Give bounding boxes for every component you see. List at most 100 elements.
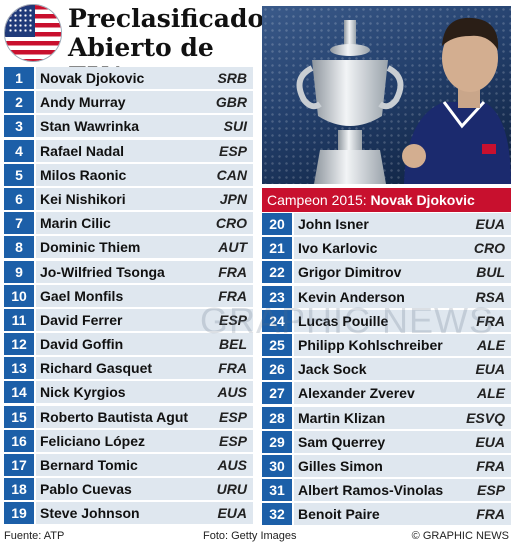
seed-number: 14 — [4, 381, 34, 404]
seed-number: 32 — [262, 503, 292, 526]
player-name: Bernard Tomic AUS — [36, 454, 253, 476]
player-name: Kevin Anderson RSA — [294, 285, 511, 308]
champion-photo — [262, 6, 511, 184]
player-name: Sam Querrey EUA — [294, 430, 511, 453]
player-name-text: Jack Sock — [298, 361, 367, 378]
player-name: Philipp Kohlschreiber ALE — [294, 333, 511, 356]
page-title: Preclasificados Abierto de EUA — [68, 4, 278, 91]
player-country: FRA — [218, 360, 247, 377]
player-name: Novak Djokovic SRB — [36, 67, 253, 89]
seed-number: 16 — [4, 429, 34, 452]
seed-list-left: 1 Novak Djokovic SRB 2 Andy Murray GBR 3 Stan W… — [4, 67, 253, 527]
player-country: AUS — [217, 457, 247, 473]
seed-number: 13 — [4, 357, 34, 380]
usa-flag-icon — [4, 4, 62, 62]
player-name-text: Rafael Nadal — [40, 142, 125, 159]
seed-row: 7 Marin Cilic CRO — [4, 212, 253, 235]
champion-caption: Campeon 2015: Novak Djokovic — [262, 188, 511, 212]
seed-number: 21 — [262, 237, 292, 260]
player-name-text: Stan Wawrinka — [40, 118, 140, 135]
player-name-text: Roberto Bautista Agut — [40, 408, 189, 425]
player-country: ESVQ — [466, 409, 505, 426]
player-name: Albert Ramos-Vinolas ESP — [294, 479, 511, 502]
seed-row: 10 Gael Monfils FRA — [4, 284, 253, 307]
seed-row: 8 Dominic Thiem AUT — [4, 236, 253, 259]
seed-row: 28 Martin Klizan ESVQ — [262, 406, 511, 429]
player-country: FRA — [218, 263, 247, 280]
player-country: ALE — [477, 336, 505, 353]
player-name: Ivo Karlovic CRO — [294, 237, 511, 260]
seed-row: 3 Stan Wawrinka SUI — [4, 115, 253, 138]
player-name-text: Dominic Thiem — [40, 239, 141, 256]
player-name: Nick Kyrgios AUS — [36, 381, 253, 404]
player-name-text: Benoit Paire — [298, 506, 380, 523]
player-name-text: Philipp Kohlschreiber — [298, 336, 443, 353]
player-name: Jo-Wilfried Tsonga FRA — [36, 260, 253, 283]
player-country: ESP — [218, 408, 247, 425]
photo-credit: Foto: Getty Images — [203, 530, 297, 542]
player-name: Roberto Bautista Agut ESP — [36, 405, 253, 428]
seed-number: 6 — [4, 187, 34, 210]
seed-row: 14 Nick Kyrgios AUS — [4, 381, 253, 404]
player-name: Marin Cilic CRO — [36, 212, 253, 235]
seed-number: 11 — [4, 308, 34, 331]
seed-list-right: 20 John Isner EUA 21 Ivo Karlovic CRO 22 Grigor… — [262, 213, 511, 527]
player-country: RSA — [475, 288, 505, 305]
trophy-icon — [296, 20, 404, 184]
player-name: David Ferrer ESP — [36, 308, 253, 331]
seed-row: 29 Sam Querrey EUA — [262, 430, 511, 453]
player-country: FRA — [476, 506, 505, 523]
player-name: Pablo Cuevas URU — [36, 478, 253, 501]
source-note: Fuente: ATP — [4, 530, 65, 542]
seed-row: 27 Alexander Zverev ALE — [262, 382, 511, 405]
player-name-text: Kevin Anderson — [298, 288, 405, 305]
player-country: CRO — [473, 240, 505, 257]
seed-row: 19 Steve Johnson EUA — [4, 502, 253, 525]
seed-row: 26 Jack Sock EUA — [262, 358, 511, 381]
player-name-text: Milos Raonic — [40, 166, 127, 183]
player-name: John Isner EUA — [294, 213, 511, 235]
seed-row: 5 Milos Raonic CAN — [4, 163, 253, 186]
player-country: ESP — [476, 482, 505, 499]
player-country: FRA — [218, 287, 247, 304]
player-country: FRA — [476, 312, 505, 329]
caption-champion: Novak Djokovic — [370, 192, 475, 208]
player-name: Stan Wawrinka SUI — [36, 115, 253, 138]
player-country: GBR — [215, 94, 247, 111]
seed-number: 22 — [262, 261, 292, 284]
player-country: EUA — [217, 505, 247, 522]
seed-row: 31 Albert Ramos-Vinolas ESP — [262, 479, 511, 502]
player-country: BEL — [219, 336, 247, 353]
flag-canton — [5, 5, 35, 37]
player-name-text: Ivo Karlovic — [298, 240, 378, 257]
player-country: EUA — [475, 361, 505, 378]
player-country: JPN — [219, 190, 247, 207]
player-name: Grigor Dimitrov BUL — [294, 261, 511, 284]
player-country: URU — [216, 481, 247, 498]
player-country: AUT — [218, 239, 247, 256]
caption-label: Campeon 2015: — [267, 192, 367, 208]
player-name: Gilles Simon FRA — [294, 454, 511, 477]
player-name: Richard Gasquet FRA — [36, 357, 253, 380]
player-name-text: Andy Murray — [40, 94, 126, 111]
seed-number: 3 — [4, 115, 34, 138]
seed-row: 16 Feliciano López ESP — [4, 429, 253, 452]
player-name-text: Lucas Pouille — [298, 312, 389, 329]
player-name-text: Grigor Dimitrov — [298, 264, 402, 281]
seed-number: 20 — [262, 213, 292, 235]
seed-number: 19 — [4, 502, 34, 525]
seed-row: 32 Benoit Paire FRA — [262, 503, 511, 526]
player-figure — [402, 17, 511, 184]
seed-row: 18 Pablo Cuevas URU — [4, 478, 253, 501]
player-name-text: Martin Klizan — [298, 409, 386, 426]
seed-number: 28 — [262, 406, 292, 429]
seed-number: 1 — [4, 67, 34, 89]
seed-row: 23 Kevin Anderson RSA — [262, 285, 511, 308]
seed-number: 7 — [4, 212, 34, 235]
seed-number: 2 — [4, 91, 34, 114]
player-name: David Goffin BEL — [36, 333, 253, 356]
seed-row: 30 Gilles Simon FRA — [262, 454, 511, 477]
seed-row: 1 Novak Djokovic SRB — [4, 67, 253, 89]
seed-number: 12 — [4, 333, 34, 356]
seed-number: 30 — [262, 454, 292, 477]
